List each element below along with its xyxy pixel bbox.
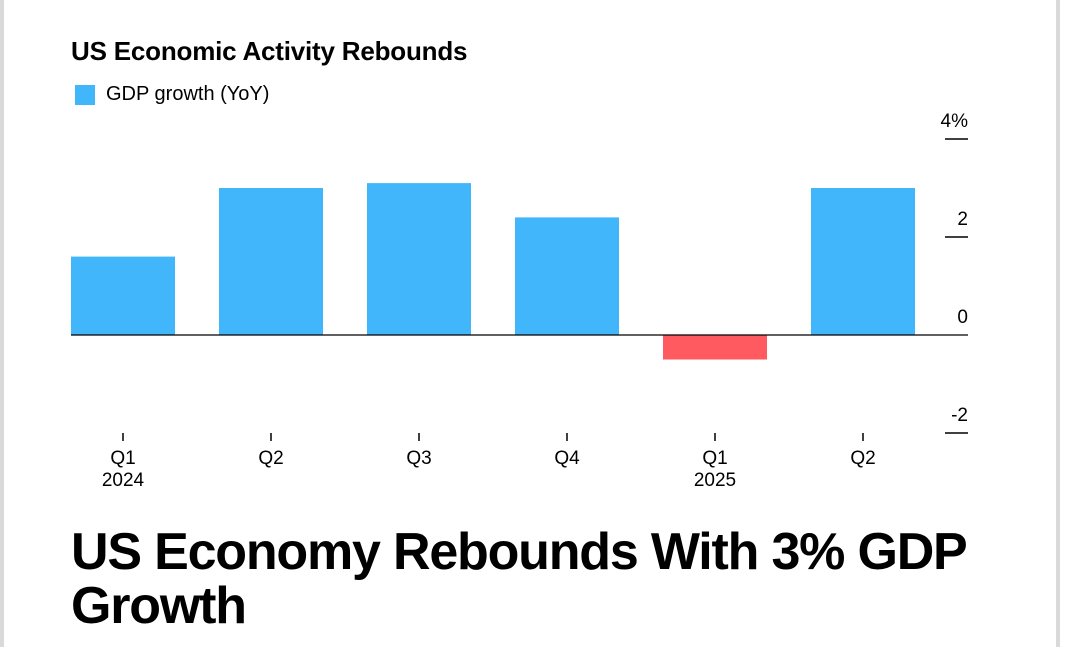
frame-right-border	[1056, 0, 1060, 647]
x-tick-label: Q1	[110, 448, 135, 469]
headline: US Economy Rebounds With 3% GDP Growth	[71, 523, 967, 635]
frame-left-border	[0, 0, 4, 647]
bar-q1-2025	[663, 335, 767, 360]
bar-q2-2025	[811, 188, 915, 335]
x-tick-label: Q1	[702, 448, 727, 469]
y-tick-label: 0	[957, 307, 968, 328]
x-tick-year-label: 2024	[102, 470, 145, 491]
y-tick-label: -2	[951, 405, 968, 426]
legend-label: GDP growth (YoY)	[106, 83, 270, 105]
bar-q1-2024	[71, 256, 175, 335]
x-tick-label: Q2	[850, 448, 875, 469]
bar-q2-2024	[219, 188, 323, 335]
x-tick-year-label: 2025	[694, 470, 736, 491]
x-tick-label: Q4	[554, 448, 580, 469]
legend-swatch	[75, 84, 95, 105]
y-tick-label: 2	[957, 209, 968, 230]
x-tick-label: Q3	[406, 448, 431, 469]
bar-q4-2024	[515, 217, 619, 335]
chart-title: US Economic Activity Rebounds	[71, 36, 468, 66]
bar-q3-2024	[367, 183, 471, 335]
y-tick-label: 4%	[941, 111, 969, 132]
x-tick-label: Q2	[258, 448, 283, 469]
legend: GDP growth (YoY)	[75, 83, 269, 106]
